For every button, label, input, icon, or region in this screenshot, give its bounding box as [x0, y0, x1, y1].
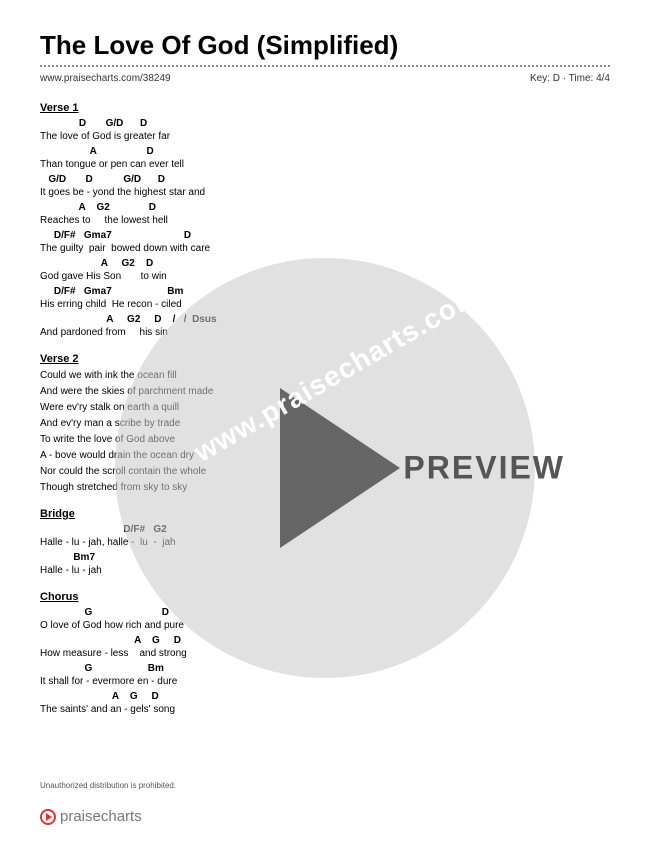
lyric-line: The saints' and an - gels' song [40, 703, 610, 716]
lyric-line: Than tongue or pen can ever tell [40, 158, 610, 171]
brand-logo: praisecharts [40, 808, 142, 825]
play-icon [40, 809, 56, 825]
lyric-line: Reaches to the lowest hell [40, 214, 610, 227]
lyric-line: It goes be - yond the highest star and [40, 186, 610, 199]
chord-line: D G/D D [40, 118, 610, 130]
chord-line: G/D D G/D D [40, 174, 610, 186]
logo-text: praisecharts [60, 808, 142, 825]
preview-label: PREVIEW [403, 449, 565, 486]
divider [40, 65, 610, 67]
key-time: Key: D · Time: 4/4 [530, 73, 610, 84]
source-url: www.praisecharts.com/38249 [40, 73, 171, 84]
meta-row: www.praisecharts.com/38249 Key: D · Time… [40, 73, 610, 84]
page-title: The Love Of God (Simplified) [40, 30, 610, 61]
section-header: Verse 1 [40, 102, 610, 114]
lyric-line: The guilty pair bowed down with care [40, 242, 610, 255]
chord-line: A D [40, 146, 610, 158]
footer-text: Unauthorized distribution is prohibited. [40, 781, 176, 790]
watermark-overlay: www.praisecharts.com PREVIEW [115, 258, 535, 678]
chord-line: A G2 D [40, 202, 610, 214]
chord-line: D/F# Gma7 D [40, 230, 610, 242]
lyric-line: The love of God is greater far [40, 130, 610, 143]
chord-line: A G D [40, 691, 610, 703]
